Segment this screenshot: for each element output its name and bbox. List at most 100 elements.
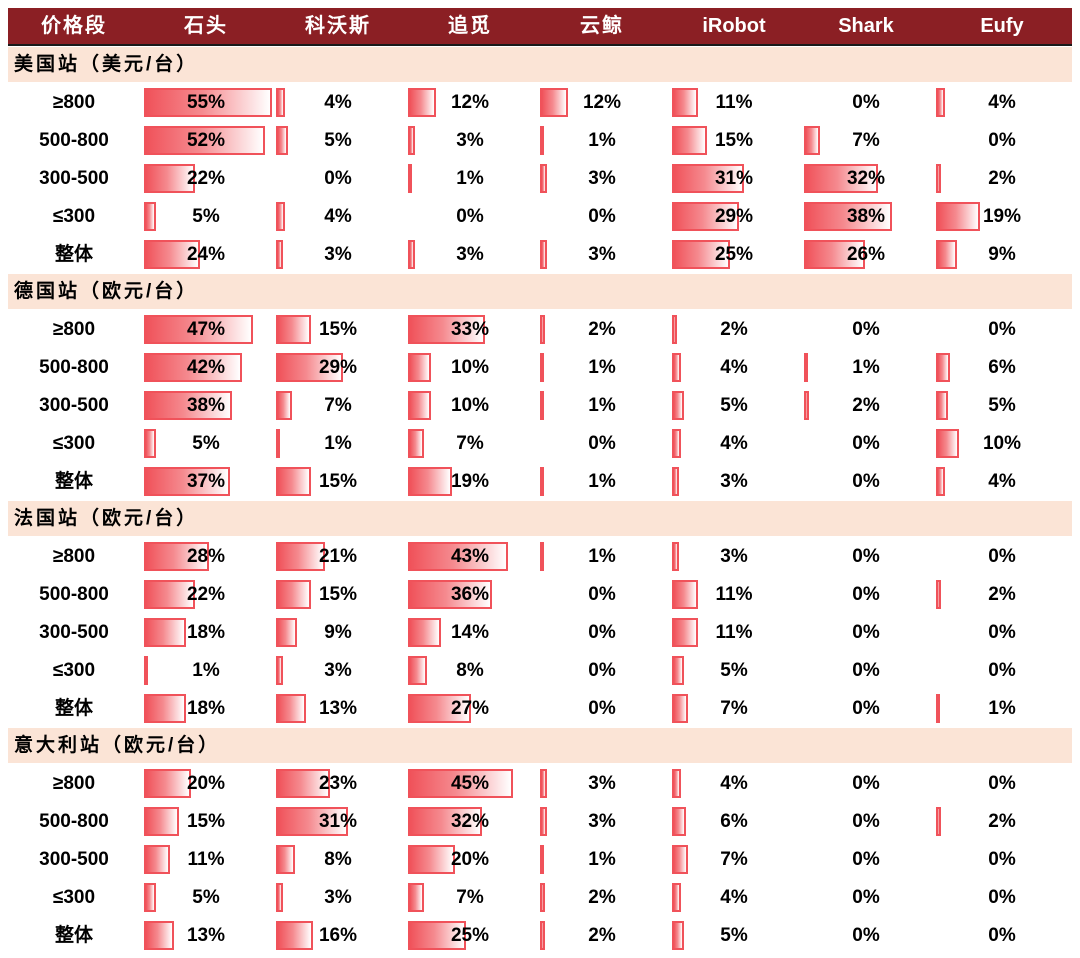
data-label: 3% (588, 244, 616, 265)
data-bar (276, 467, 311, 496)
data-label: 3% (324, 244, 352, 265)
data-label: 11% (187, 849, 225, 870)
data-label: 4% (720, 773, 748, 794)
data-label: 1% (324, 433, 352, 454)
data-label: 3% (720, 471, 748, 492)
section-header: 法国站（欧元/台） (8, 501, 1072, 536)
data-bar (408, 845, 455, 874)
data-bar (408, 618, 441, 647)
data-bar (936, 580, 941, 609)
data-label: 5% (720, 395, 748, 416)
data-label: 0% (852, 92, 880, 113)
data-label: 5% (192, 206, 220, 227)
table-row: ≤300 5% 1% 7% 0% 4% 0% 10% (8, 425, 1072, 463)
data-bar (804, 202, 892, 231)
data-bar (540, 353, 544, 382)
data-label: 0% (588, 433, 616, 454)
data-label: 1% (588, 130, 616, 151)
table-row: 500-800 52% 5% 3% 1% 15% 7% 0% (8, 122, 1072, 160)
table-row: ≤300 1% 3% 8% 0% 5% 0% 0% (8, 652, 1072, 690)
data-label: 45% (450, 773, 490, 794)
data-bar (276, 391, 292, 420)
data-label: 2% (720, 319, 748, 340)
data-bar (408, 769, 513, 798)
data-bar (540, 542, 544, 571)
data-label: 29% (318, 357, 358, 378)
data-label: 22% (186, 584, 226, 605)
data-bar (936, 164, 941, 193)
data-label: 36% (450, 584, 490, 605)
row-label: 500-800 (39, 130, 109, 151)
data-label: 27% (450, 698, 490, 719)
data-bar (672, 202, 739, 231)
data-bar (672, 429, 681, 458)
data-label: 6% (720, 811, 748, 832)
data-label: 26% (846, 244, 886, 265)
data-label: 15% (318, 471, 358, 492)
table-row: ≤300 5% 4% 0% 0% 29% 38% 19% (8, 198, 1072, 236)
data-bar (276, 618, 297, 647)
data-label: 1% (588, 357, 616, 378)
data-label: 2% (588, 925, 616, 946)
table-row: 500-800 15% 31% 32% 3% 6% 0% 2% (8, 803, 1072, 841)
data-bar (144, 164, 195, 193)
data-label: 7% (720, 849, 748, 870)
data-label: 8% (324, 849, 352, 870)
data-bar (144, 353, 242, 382)
section-title: 法国站（欧元/台） (14, 508, 199, 529)
data-bar (144, 921, 174, 950)
data-bar (276, 315, 311, 344)
table-row: ≥800 20% 23% 45% 3% 4% 0% 0% (8, 765, 1072, 803)
data-label: 18% (186, 698, 226, 719)
data-label: 9% (988, 244, 1016, 265)
data-bar (672, 315, 677, 344)
data-bar (936, 391, 948, 420)
data-label: 0% (852, 584, 880, 605)
data-label: 0% (852, 773, 880, 794)
data-bar (276, 429, 280, 458)
header-brand-narwal: 云鲸 (580, 15, 624, 37)
data-bar (276, 694, 306, 723)
data-label: 5% (192, 433, 220, 454)
data-label: 0% (852, 622, 880, 643)
data-bar (540, 845, 544, 874)
data-label: 0% (324, 168, 352, 189)
data-bar (276, 542, 325, 571)
data-label: 32% (846, 168, 886, 189)
data-label: 3% (324, 660, 352, 681)
data-label: 0% (456, 206, 484, 227)
data-bar (144, 202, 156, 231)
data-bar (540, 883, 545, 912)
data-bar (144, 769, 191, 798)
data-label: 0% (852, 849, 880, 870)
data-bar (408, 656, 427, 685)
section-title: 美国站（美元/台） (14, 54, 199, 75)
table-row: 300-500 38% 7% 10% 1% 5% 2% 5% (8, 387, 1072, 425)
data-label: 1% (588, 546, 616, 567)
data-label: 2% (588, 887, 616, 908)
data-label: 7% (456, 887, 484, 908)
row-label: 整体 (54, 244, 93, 265)
section-title: 意大利站（欧元/台） (14, 735, 221, 756)
data-label: 25% (714, 244, 754, 265)
table-row: 整体 37% 15% 19% 1% 3% 0% 4% (8, 463, 1072, 501)
data-bar (144, 883, 156, 912)
data-label: 18% (186, 622, 226, 643)
header-brand-irobot: iRobot (702, 15, 766, 37)
row-label: ≤300 (52, 206, 96, 227)
table-row: 300-500 18% 9% 14% 0% 11% 0% 0% (8, 614, 1072, 652)
data-bar (408, 240, 415, 269)
data-bar (144, 467, 230, 496)
data-label: 15% (318, 319, 358, 340)
data-label: 11% (715, 622, 753, 643)
data-bar (936, 240, 957, 269)
data-label: 25% (450, 925, 490, 946)
data-label: 33% (450, 319, 490, 340)
section-header: 意大利站（欧元/台） (8, 728, 1072, 763)
data-label: 55% (186, 92, 226, 113)
data-bar (540, 807, 547, 836)
data-bar (408, 391, 431, 420)
data-label: 19% (450, 471, 490, 492)
data-label: 2% (588, 319, 616, 340)
data-label: 13% (186, 925, 226, 946)
